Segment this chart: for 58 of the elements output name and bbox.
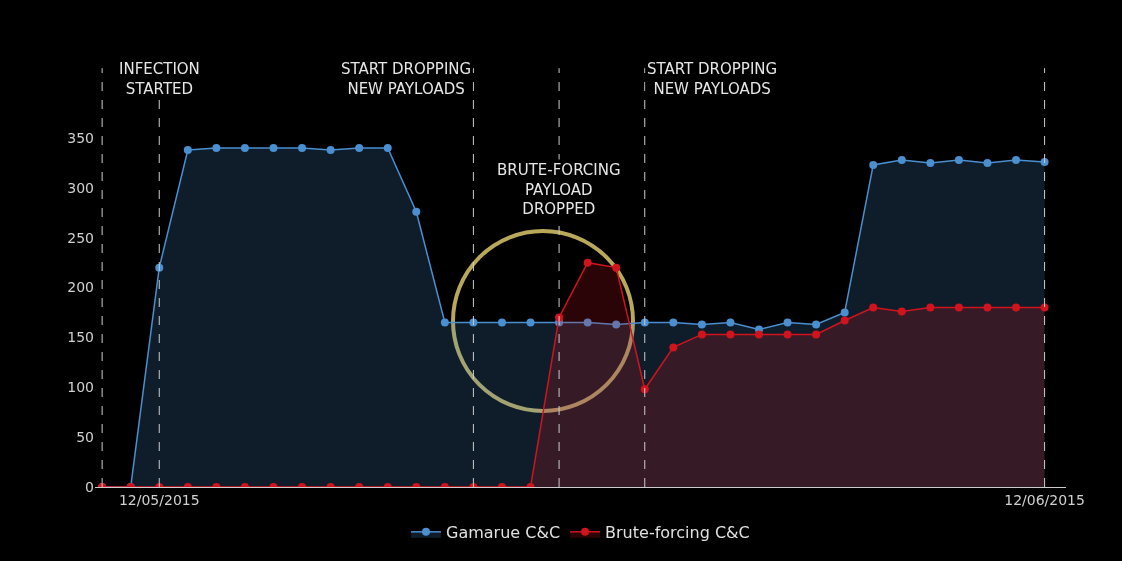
point — [298, 143, 307, 152]
point — [754, 330, 763, 339]
point — [897, 307, 906, 316]
point — [869, 303, 878, 312]
point — [726, 330, 735, 339]
point — [612, 263, 621, 272]
point — [240, 143, 249, 152]
y-tick-label: 250 — [67, 229, 94, 246]
point — [497, 318, 506, 327]
x-tick-label: 12/05/2015 — [118, 491, 200, 508]
point — [183, 145, 192, 154]
y-tick-label: 0 — [85, 478, 94, 495]
point — [212, 143, 221, 152]
point — [697, 320, 706, 329]
point — [983, 158, 992, 167]
y-tick-label: 350 — [67, 129, 94, 146]
point — [954, 155, 963, 164]
y-tick-label: 200 — [67, 279, 94, 296]
point — [926, 158, 935, 167]
point — [583, 258, 592, 267]
point — [440, 318, 449, 327]
point — [269, 143, 278, 152]
point — [669, 318, 678, 327]
point — [869, 160, 878, 169]
point — [783, 330, 792, 339]
point — [1012, 155, 1021, 164]
y-tick-label: 100 — [67, 379, 94, 396]
point — [383, 143, 392, 152]
point — [412, 207, 421, 216]
point — [783, 318, 792, 327]
legend-label: Brute-forcing C&C — [605, 523, 750, 543]
point — [669, 343, 678, 352]
point — [897, 155, 906, 164]
legend-label: Gamarue C&C — [446, 523, 561, 543]
y-tick-label: 300 — [67, 179, 94, 196]
point — [697, 330, 706, 339]
point — [583, 318, 592, 327]
point — [1012, 303, 1021, 312]
y-tick-label: 150 — [67, 329, 94, 346]
point — [926, 303, 935, 312]
ref-line-label: START DROPPING NEW PAYLOADS — [341, 60, 472, 98]
point — [1040, 303, 1049, 312]
point — [355, 143, 364, 152]
ref-line-label: START DROPPING NEW PAYLOADS — [647, 60, 778, 98]
point — [612, 320, 621, 329]
point — [840, 308, 849, 317]
ref-line-label: BRUTE-FORCING PAYLOAD DROPPED — [497, 161, 621, 218]
point — [840, 316, 849, 325]
point — [983, 303, 992, 312]
point — [726, 318, 735, 327]
y-tick-label: 50 — [76, 429, 94, 446]
x-tick-label: 12/06/2015 — [1004, 491, 1085, 508]
point — [326, 145, 335, 154]
ref-line-label: INFECTION STARTED — [119, 60, 200, 98]
point — [812, 320, 821, 329]
point — [526, 318, 535, 327]
point — [954, 303, 963, 312]
point — [812, 330, 821, 339]
